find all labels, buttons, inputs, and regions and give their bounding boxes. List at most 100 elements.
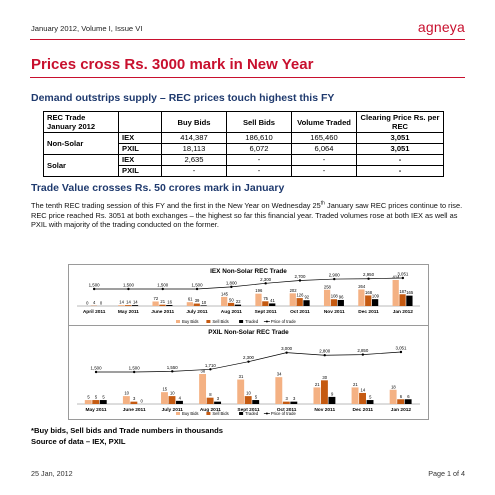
table-corner-line2: January 2012 — [47, 122, 96, 131]
bar-traded — [337, 299, 344, 306]
price-point — [132, 370, 136, 374]
table-row: Solar IEX 2,635 - - - — [43, 154, 444, 177]
legend-entry: Sell Bids — [212, 411, 228, 416]
bar-data-label: 196 — [255, 288, 263, 293]
price-data-label: 1,500 — [89, 283, 101, 288]
bar-sell-bids — [125, 305, 132, 306]
bar-sell-bids — [282, 401, 290, 404]
x-tick-label: April 2011 — [83, 309, 106, 315]
bar-data-label: 0 — [86, 301, 89, 306]
x-tick-label: Dec 2011 — [353, 407, 374, 413]
table-cell: 186,610 — [226, 132, 292, 144]
bar-buy-bids — [275, 377, 283, 404]
bar-traded — [366, 400, 374, 404]
table-cell: - — [356, 165, 444, 177]
table-cell: 6,064 — [291, 143, 357, 155]
bar-sell-bids — [296, 298, 303, 306]
bar-data-label: 21 — [160, 299, 165, 304]
bar-data-label: 9 — [331, 391, 334, 396]
bar-sell-bids — [206, 397, 214, 404]
bar-sell-bids — [168, 396, 176, 404]
bar-buy-bids — [152, 301, 159, 306]
table-corner-cell: REC Trade January 2012 — [43, 111, 119, 133]
body-paragraph: The tenth REC trading session of this FY… — [31, 201, 471, 230]
group-label-non-solar: Non-Solar — [43, 132, 119, 155]
legend-entry: Traded — [245, 319, 259, 324]
table-cell: - — [226, 154, 292, 166]
bar-data-label: 3 — [133, 396, 136, 401]
bar-data-label: 41 — [270, 298, 275, 303]
bar-data-label: 14 — [133, 300, 138, 305]
price-point — [209, 368, 212, 371]
iex-chart: IEX Non-Solar REC Trade 0 4 0 April 2011 14 14… — [68, 264, 429, 327]
bar-sell-bids — [193, 303, 200, 306]
table-cell: - — [356, 154, 444, 166]
price-point — [247, 360, 250, 363]
legend-entry: Buy Bids — [182, 319, 199, 324]
price-data-label: 1,550 — [167, 365, 179, 370]
table-cell: - — [161, 165, 227, 177]
bar-data-label: 5 — [95, 395, 98, 400]
table-cell: 414,387 — [161, 132, 227, 144]
table-row: PXIL - - - - — [44, 165, 444, 177]
bar-buy-bids — [186, 302, 194, 306]
footer-date: 25 Jan, 2012 — [31, 469, 73, 478]
bar-sell-bids — [244, 396, 252, 404]
bar-buy-bids — [255, 293, 262, 306]
price-data-label: 3,051 — [395, 346, 407, 351]
issue-label: January 2012, Volume I, Issue VI — [31, 24, 143, 33]
x-tick-label: Nov 2011 — [314, 407, 335, 413]
price-data-label: 2,900 — [329, 273, 341, 278]
bar-data-label: 6 — [407, 394, 410, 399]
x-tick-label: June 2011 — [151, 309, 174, 315]
bar-buy-bids — [358, 289, 365, 306]
price-point — [399, 350, 403, 354]
bar-data-label: 22 — [236, 299, 241, 304]
price-data-label: 2,800 — [319, 349, 331, 354]
legend-entry: Traded — [245, 411, 259, 416]
bar-traded — [328, 396, 336, 404]
bar-data-label: 10 — [202, 300, 207, 305]
chart-title: IEX Non-Solar REC Trade — [210, 268, 287, 275]
bar-data-label: 16 — [167, 299, 172, 304]
bar-traded — [371, 299, 379, 306]
price-data-label: 2,300 — [243, 355, 255, 360]
table-row: Non-Solar IEX 414,387 186,610 165,460 3,… — [43, 132, 444, 155]
price-point — [171, 370, 174, 373]
bar-traded — [176, 400, 183, 404]
x-tick-label: Sept 2011 — [237, 407, 259, 413]
bar-buy-bids — [84, 400, 92, 404]
bar-data-label: 38 — [201, 369, 206, 374]
bar-data-label: 61 — [188, 297, 193, 302]
bar-sell-bids — [130, 401, 138, 404]
bar-buy-bids — [237, 379, 245, 404]
table-cell: 2,635 — [161, 154, 227, 166]
bar-buy-bids — [323, 289, 331, 306]
price-line — [94, 277, 403, 290]
bar-buy-bids — [389, 389, 397, 404]
bar-data-label: 5 — [102, 395, 105, 400]
bar-sell-bids — [397, 399, 405, 404]
col-header-buy-bids: Buy Bids — [161, 111, 227, 133]
bar-traded — [166, 304, 173, 306]
bar-traded — [290, 401, 298, 404]
price-data-label: 2,300 — [260, 277, 272, 282]
bar-traded — [214, 401, 222, 404]
bar-data-label: 108 — [331, 294, 339, 299]
bar-data-label: 30 — [322, 375, 327, 380]
price-data-label: 2,850 — [357, 348, 369, 353]
brand-logo: agneya — [417, 19, 465, 35]
x-tick-label: July 2011 — [186, 309, 208, 315]
table-exchange-header — [118, 111, 162, 133]
bar-traded — [99, 400, 107, 404]
bar-data-label: 5 — [255, 395, 258, 400]
price-point — [230, 285, 233, 289]
bar-data-label: 3 — [285, 396, 288, 401]
rec-trade-table: REC Trade January 2012 Buy Bids Sell Bid… — [43, 111, 444, 177]
bar-sell-bids — [159, 304, 166, 306]
footer-page-number: Page 1 of 4 — [428, 469, 465, 478]
x-tick-label: Nov 2011 — [324, 309, 345, 315]
table-cell: 18,113 — [161, 143, 227, 155]
bar-data-label: 6 — [400, 394, 403, 399]
bar-data-label: 145 — [221, 291, 229, 296]
